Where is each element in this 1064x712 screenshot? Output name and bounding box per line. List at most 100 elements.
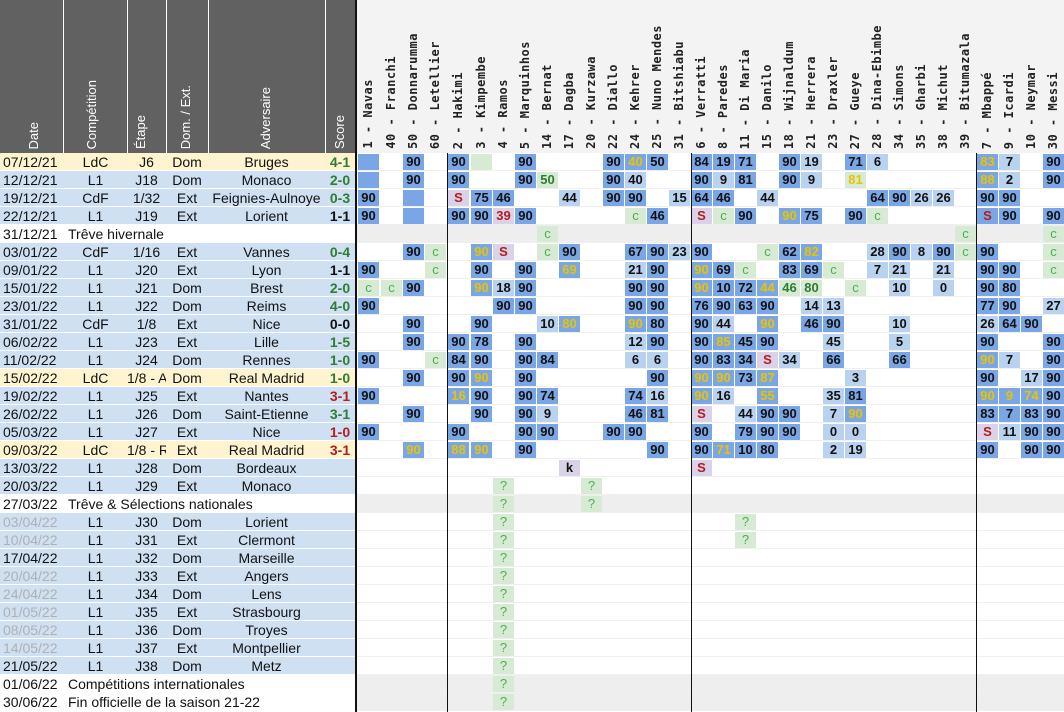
player-cell[interactable]: 10 <box>713 280 734 296</box>
player-cell[interactable]: 19 <box>845 442 866 458</box>
player-cell[interactable]: 90 <box>537 424 558 440</box>
player-cell[interactable]: 90 <box>559 244 580 260</box>
player-cell[interactable]: 90 <box>1021 316 1042 332</box>
player-cell[interactable]: 90 <box>977 442 998 458</box>
player-cell[interactable]: 90 <box>515 388 536 404</box>
player-cell[interactable]: 46 <box>779 280 800 296</box>
match-row[interactable]: 09/03/22 LdC 1/8 - R Ext Real Madrid 3-1 90 88 9… <box>0 441 1064 459</box>
player-cell[interactable]: 64 <box>691 190 712 206</box>
match-row[interactable]: 27/03/22 Trêve & Sélections nationales?? <box>0 495 1064 513</box>
player-cell[interactable]: 81 <box>845 172 866 188</box>
player-cell[interactable]: 90 <box>977 280 998 296</box>
match-row[interactable]: 15/02/22 LdC 1/8 - A Dom Real Madrid 1-0 90 90 9… <box>0 369 1064 387</box>
player-cell[interactable]: 45 <box>735 334 756 350</box>
player-cell[interactable]: 90 <box>448 208 469 224</box>
player-cell[interactable]: 90 <box>1043 154 1064 170</box>
player-cell[interactable]: 90 <box>647 244 668 260</box>
player-cell[interactable]: 90 <box>647 298 668 314</box>
player-cell[interactable]: 90 <box>625 190 646 206</box>
player-cell[interactable]: 90 <box>647 262 668 278</box>
player-cell[interactable]: 5 <box>889 334 910 350</box>
player-cell[interactable]: 90 <box>358 190 379 206</box>
player-cell[interactable]: 90 <box>779 172 800 188</box>
match-row[interactable]: 10/04/22 L1 J31 Ext Clermont?? <box>0 531 1064 549</box>
player-header[interactable]: 15 - Danilo <box>760 64 774 149</box>
player-cell[interactable]: 90 <box>845 208 866 224</box>
player-cell[interactable]: 21 <box>625 262 646 278</box>
player-cell[interactable]: 84 <box>537 352 558 368</box>
player-cell[interactable]: 90 <box>999 298 1020 314</box>
header-date[interactable]: Date <box>26 121 41 149</box>
player-cell[interactable]: 23 <box>669 244 690 260</box>
player-cell[interactable]: 0 <box>823 424 844 440</box>
player-cell[interactable]: 90 <box>603 190 624 206</box>
player-cell[interactable]: 90 <box>691 424 712 440</box>
player-cell[interactable]: 44 <box>713 316 734 332</box>
header-competition[interactable]: Compétition <box>84 79 99 149</box>
player-cell[interactable]: 90 <box>358 388 379 404</box>
player-cell[interactable]: 83 <box>1021 406 1042 422</box>
player-cell[interactable]: 90 <box>999 190 1020 206</box>
match-row[interactable]: 03/04/22 L1 J30 Dom Lorient?? <box>0 513 1064 531</box>
match-row[interactable]: 15/01/22 L1 J21 Dom Brest 2-0 c c 90 90 18 90 90 90 90… <box>0 279 1064 297</box>
player-cell[interactable]: 71 <box>713 442 734 458</box>
player-cell[interactable]: 84 <box>448 352 469 368</box>
player-cell[interactable]: c <box>425 244 446 260</box>
player-header[interactable]: 34 - Simons <box>892 64 906 149</box>
player-cell[interactable]: 90 <box>1021 424 1042 440</box>
player-header[interactable]: 50 - Donnarumma <box>406 33 420 149</box>
player-cell[interactable]: 90 <box>647 280 668 296</box>
player-cell[interactable]: 90 <box>779 208 800 224</box>
match-row[interactable]: 07/12/21 LdC J6 Dom Bruges 4-1 90 90 90 90 40 50 84 1… <box>0 153 1064 171</box>
player-cell[interactable]: 90 <box>403 244 424 260</box>
player-cell[interactable]: 90 <box>358 352 379 368</box>
player-cell[interactable]: c <box>823 262 844 278</box>
player-cell[interactable]: 90 <box>515 298 536 314</box>
player-cell[interactable]: 44 <box>559 190 580 206</box>
player-cell[interactable]: 90 <box>358 424 379 440</box>
player-cell[interactable]: 90 <box>977 352 998 368</box>
player-cell[interactable]: 90 <box>691 352 712 368</box>
player-cell[interactable]: 80 <box>647 316 668 332</box>
player-cell[interactable]: S <box>757 352 778 368</box>
player-cell[interactable]: 90 <box>515 406 536 422</box>
player-cell[interactable]: c <box>358 280 379 296</box>
player-header[interactable]: 38 - Michut <box>936 64 950 149</box>
match-row[interactable]: 19/12/21 CdF 1/32 Ext Feignies-Aulnoye 0-3 90 S… <box>0 189 1064 207</box>
player-cell[interactable]: 16 <box>448 388 469 404</box>
player-cell[interactable]: ? <box>493 532 514 548</box>
player-header[interactable]: 40 - Franchi <box>384 56 398 149</box>
player-cell[interactable]: c <box>537 226 558 242</box>
player-cell[interactable]: S <box>977 208 998 224</box>
player-cell[interactable]: 90 <box>691 334 712 350</box>
player-cell[interactable]: 66 <box>823 352 844 368</box>
match-row[interactable]: 30/06/22 Fin officielle de la saison 21-2… <box>0 693 1064 711</box>
player-cell[interactable]: c <box>537 244 558 260</box>
player-cell[interactable]: 19 <box>713 154 734 170</box>
match-row[interactable]: 12/12/21 L1 J18 Dom Monaco 2-0 90 90 90 50 90 40 90 9… <box>0 171 1064 189</box>
player-cell[interactable]: c <box>1043 226 1064 242</box>
player-cell[interactable]: 6 <box>625 352 646 368</box>
player-cell[interactable]: ? <box>493 478 514 494</box>
player-cell[interactable]: 75 <box>471 190 492 206</box>
player-cell[interactable]: 26 <box>911 190 932 206</box>
player-cell[interactable]: 90 <box>358 208 379 224</box>
player-cell[interactable]: c <box>845 280 866 296</box>
player-cell[interactable]: 74 <box>1021 388 1042 404</box>
player-cell[interactable]: 90 <box>691 316 712 332</box>
match-row[interactable]: 23/01/22 L1 J22 Dom Reims 4-0 90 90 90 90 90 76 90 63… <box>0 297 1064 315</box>
player-cell[interactable]: 80 <box>757 442 778 458</box>
player-cell[interactable]: 90 <box>448 154 469 170</box>
player-cell[interactable]: 64 <box>867 190 888 206</box>
player-header[interactable]: 6 - Verratti <box>694 56 708 149</box>
player-cell[interactable]: ? <box>735 532 756 548</box>
player-cell[interactable]: c <box>713 208 734 224</box>
player-cell[interactable] <box>358 154 379 170</box>
player-cell[interactable]: 45 <box>823 334 844 350</box>
player-header[interactable]: 31 - Bitshiabu <box>672 40 686 149</box>
player-cell[interactable]: 77 <box>977 298 998 314</box>
player-cell[interactable]: 90 <box>515 208 536 224</box>
player-cell[interactable]: c <box>425 352 446 368</box>
player-cell[interactable]: ? <box>735 514 756 530</box>
header-adversaire[interactable]: Adversaire <box>258 86 273 149</box>
